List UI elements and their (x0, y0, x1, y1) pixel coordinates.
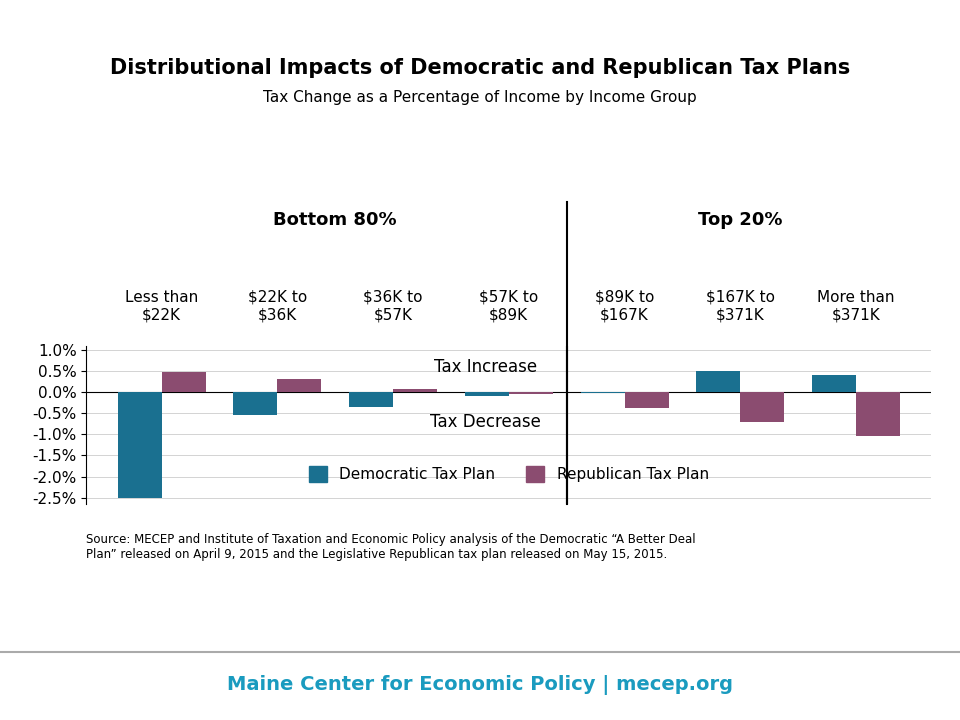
Bar (393, 389, 437, 392)
Text: $89K to
$167K: $89K to $167K (595, 289, 654, 322)
Text: Less than
$22K: Less than $22K (125, 289, 199, 322)
Bar (740, 392, 784, 423)
Bar (118, 392, 161, 498)
Text: $36K to
$57K: $36K to $57K (363, 289, 422, 322)
Text: Top 20%: Top 20% (698, 210, 782, 228)
Text: Bottom 80%: Bottom 80% (274, 210, 397, 228)
Bar (812, 375, 856, 392)
Text: $167K to
$371K: $167K to $371K (706, 289, 775, 322)
Text: $57K to
$89K: $57K to $89K (479, 289, 539, 322)
Text: Source: MECEP and Institute of Taxation and Economic Policy analysis of the Demo: Source: MECEP and Institute of Taxation … (86, 533, 696, 561)
Text: More than
$371K: More than $371K (817, 289, 895, 322)
Bar (161, 372, 205, 392)
Text: Tax Decrease: Tax Decrease (430, 413, 541, 431)
Bar (277, 379, 322, 392)
Bar (349, 392, 393, 407)
Bar (625, 392, 668, 408)
Bar (581, 392, 625, 393)
Text: Distributional Impacts of Democratic and Republican Tax Plans: Distributional Impacts of Democratic and… (109, 58, 851, 78)
Text: $22K to
$36K: $22K to $36K (248, 289, 307, 322)
Legend: Democratic Tax Plan, Republican Tax Plan: Democratic Tax Plan, Republican Tax Plan (302, 460, 715, 488)
Bar (856, 392, 900, 436)
Bar (233, 392, 277, 415)
Bar (509, 392, 553, 394)
Bar (696, 371, 740, 392)
Text: Maine Center for Economic Policy | mecep.org: Maine Center for Economic Policy | mecep… (227, 675, 733, 696)
Bar (465, 392, 509, 396)
Text: Tax Increase: Tax Increase (434, 358, 538, 376)
Text: Tax Change as a Percentage of Income by Income Group: Tax Change as a Percentage of Income by … (263, 90, 697, 104)
